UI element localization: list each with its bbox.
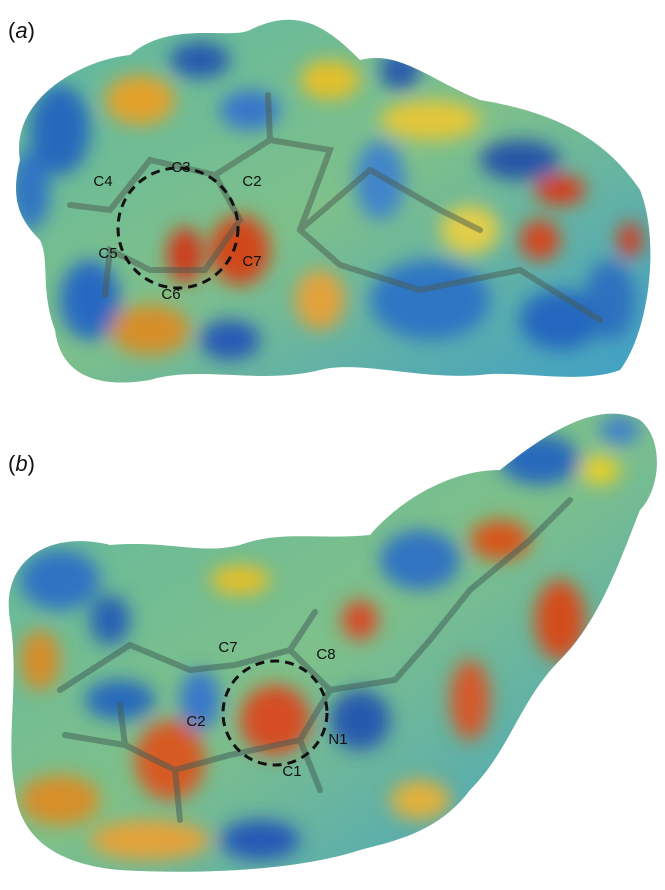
panel-label-part: ( xyxy=(8,18,16,43)
atom-label: C6 xyxy=(161,286,180,303)
panel-label: (b) xyxy=(8,451,35,476)
atom-label: C2 xyxy=(186,713,205,730)
atom-label: C7 xyxy=(242,253,261,270)
panel-label-part: a xyxy=(15,18,27,43)
ring-highlight xyxy=(221,659,329,767)
panel-label: (a) xyxy=(8,18,35,43)
panel-label-part: ) xyxy=(28,451,35,476)
atom-label: C5 xyxy=(98,245,117,262)
molecule-a xyxy=(67,92,603,323)
atom-label: C4 xyxy=(93,173,112,190)
panel-label-part: b xyxy=(15,451,27,476)
atom-label: C1 xyxy=(282,763,301,780)
panel-label-part: ( xyxy=(8,451,16,476)
atom-label: C2 xyxy=(242,173,261,190)
atom-label: C8 xyxy=(316,646,335,663)
atom-label: N1 xyxy=(328,731,347,748)
molecule-b xyxy=(57,497,573,823)
panel-label-part: ) xyxy=(28,18,35,43)
surface-b xyxy=(8,413,657,872)
atom-label: C3 xyxy=(171,159,190,176)
atom-label: C7 xyxy=(218,639,237,656)
ring-highlight xyxy=(116,166,240,290)
